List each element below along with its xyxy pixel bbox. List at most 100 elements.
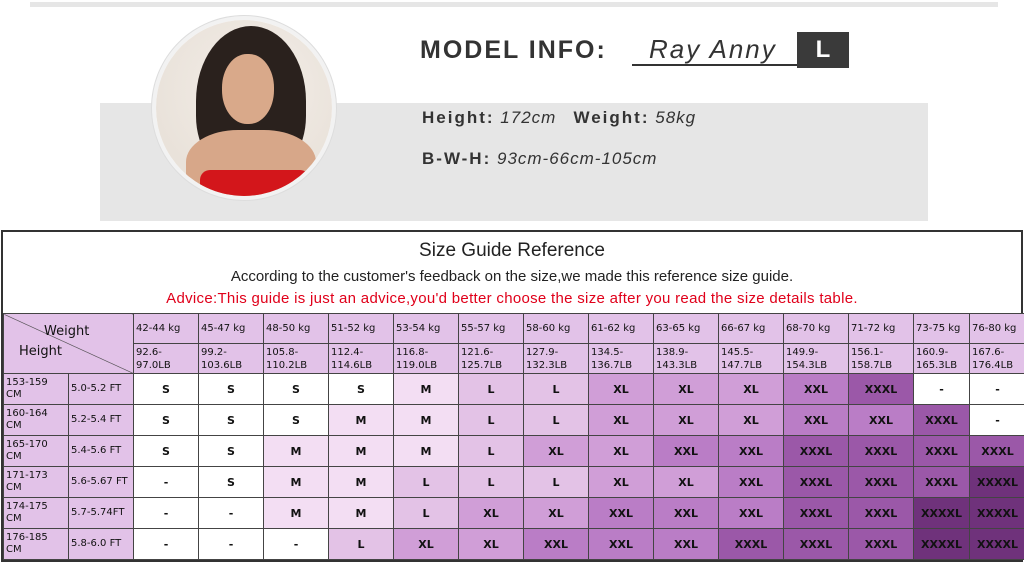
height-cm-range: 174-175 — [6, 501, 48, 512]
weight-lb-from: 134.5- — [591, 346, 624, 358]
size-cell: XXL — [588, 497, 654, 529]
size-cell: XL — [718, 373, 784, 405]
weight-lb-header: 92.6- 97.0LB — [133, 343, 199, 374]
weight-kg-header: 42-44 kg — [133, 313, 199, 344]
weight-lb-header: 156.1- 158.7LB — [848, 343, 914, 374]
weight-lb-from: 149.9- — [786, 346, 819, 358]
size-cell: XXXL — [848, 497, 914, 529]
weight-kg-header: 45-47 kg — [198, 313, 264, 344]
size-cell: M — [393, 373, 459, 405]
size-cell: - — [263, 528, 329, 560]
size-guide-advice: Advice:This guide is just an advice,you'… — [166, 290, 858, 307]
size-cell: XXXL — [848, 373, 914, 405]
header-row-kg: Weight Height 42-44 kg 45-47 kg 48-50 kg 51-5… — [3, 313, 1024, 374]
size-cell: L — [523, 404, 589, 436]
size-row: 174-175 CM 5.7-5.74FT - - M M L XL XL XXL XXL XXL XXX… — [3, 497, 1024, 529]
size-cell: XXL — [783, 404, 849, 436]
weight-lb-from: 145.5- — [721, 346, 754, 358]
weight-lb-from: 167.6- — [972, 346, 1005, 358]
size-cell: XXXL — [848, 528, 914, 560]
weight-lb-header: 116.8- 119.0LB — [393, 343, 459, 374]
size-cell: S — [133, 404, 199, 436]
model-photo — [152, 16, 336, 200]
size-cell: XL — [653, 373, 719, 405]
height-cm-range: 171-173 — [6, 470, 48, 481]
model-name: Ray Anny — [632, 34, 797, 66]
size-cell: XL — [393, 528, 459, 560]
size-cell: XXXL — [783, 466, 849, 498]
height-cm: 171-173 CM — [3, 466, 69, 498]
weight-lb-to: 136.7LB — [591, 359, 633, 371]
size-cell: XXL — [653, 497, 719, 529]
height-ft: 5.4-5.6 FT — [68, 435, 134, 467]
weight-kg-header: 58-60 kg — [523, 313, 589, 344]
size-cell: XXL — [653, 435, 719, 467]
size-guide-title: Size Guide Reference — [419, 240, 605, 261]
weight-lb-to: 154.3LB — [786, 359, 828, 371]
weight-lb-header: 167.6- 176.4LB — [969, 343, 1024, 374]
size-cell: XXL — [718, 497, 784, 529]
size-cell: - — [198, 497, 264, 529]
weight-kg-header: 61-62 kg — [588, 313, 654, 344]
size-cell: XXXXL — [969, 528, 1024, 560]
size-cell: - — [969, 404, 1024, 436]
weight-kg-header: 76-80 kg — [969, 313, 1024, 344]
size-cell: L — [523, 466, 589, 498]
size-cell: M — [263, 466, 329, 498]
height-ft: 5.6-5.67 FT — [68, 466, 134, 498]
weight-lb-from: 121.6- — [461, 346, 494, 358]
weight-lb-to: 176.4LB — [972, 359, 1014, 371]
weight-value: 58kg — [655, 108, 697, 127]
model-size-badge: L — [797, 32, 849, 68]
size-guide-subtitle: According to the customer's feedback on … — [230, 268, 794, 285]
height-cm-range: 160-164 — [6, 408, 48, 419]
size-row: 160-164 CM 5.2-5.4 FT S S S M M L L XL XL XL XXL XXL XX… — [3, 404, 1024, 436]
size-cell: S — [133, 435, 199, 467]
size-cell: XL — [718, 404, 784, 436]
weight-lb-header: 112.4- 114.6LB — [328, 343, 394, 374]
size-cell: XXXL — [783, 497, 849, 529]
model-measurements: B-W-H: 93cm-66cm-105cm — [422, 149, 657, 169]
height-label: Height: — [422, 108, 495, 127]
size-cell: XXXL — [718, 528, 784, 560]
size-cell: - — [133, 528, 199, 560]
weight-lb-to: 110.2LB — [266, 359, 308, 371]
height-cm: 160-164 CM — [3, 404, 69, 436]
size-cell: XXL — [718, 466, 784, 498]
size-row: 176-185 CM 5.8-6.0 FT - - - L XL XL XXL XXL XXL XXXL… — [3, 528, 1024, 560]
size-cell: XL — [588, 373, 654, 405]
weight-lb-to: 114.6LB — [331, 359, 373, 371]
size-cell: XXXXL — [969, 466, 1024, 498]
weight-kg-header: 48-50 kg — [263, 313, 329, 344]
size-cell: XXXL — [913, 435, 970, 467]
weight-kg-header: 71-72 kg — [848, 313, 914, 344]
weight-lb-to: 97.0LB — [136, 359, 171, 371]
weight-kg-header: 53-54 kg — [393, 313, 459, 344]
size-cell: XXXL — [783, 528, 849, 560]
weight-lb-header: 149.9- 154.3LB — [783, 343, 849, 374]
size-cell: L — [328, 528, 394, 560]
height-ft: 5.0-5.2 FT — [68, 373, 134, 405]
weight-lb-from: 105.8- — [266, 346, 299, 358]
size-cell: XXXL — [913, 466, 970, 498]
size-cell: XXL — [653, 528, 719, 560]
size-row: 153-159 CM 5.0-5.2 FT S S S S M L L XL XL XL XXL XXXL -… — [3, 373, 1024, 405]
weight-kg-header: 55-57 kg — [458, 313, 524, 344]
height-cm-unit: CM — [6, 451, 22, 462]
weight-lb-to: 132.3LB — [526, 359, 568, 371]
weight-lb-to: 125.7LB — [461, 359, 503, 371]
size-cell: XXL — [523, 528, 589, 560]
size-cell: M — [393, 404, 459, 436]
weight-kg-header: 73-75 kg — [913, 313, 970, 344]
size-cell: XXXXL — [969, 497, 1024, 529]
size-cell: S — [328, 373, 394, 405]
size-cell: XXL — [588, 528, 654, 560]
size-cell: L — [458, 404, 524, 436]
weight-lb-from: 127.9- — [526, 346, 559, 358]
height-cm-unit: CM — [6, 389, 22, 400]
weight-lb-to: 147.7LB — [721, 359, 763, 371]
size-cell: XXXL — [848, 466, 914, 498]
height-cm-range: 153-159 — [6, 377, 48, 388]
size-cell: XL — [588, 404, 654, 436]
corner-weight-label: Weight — [44, 324, 90, 339]
